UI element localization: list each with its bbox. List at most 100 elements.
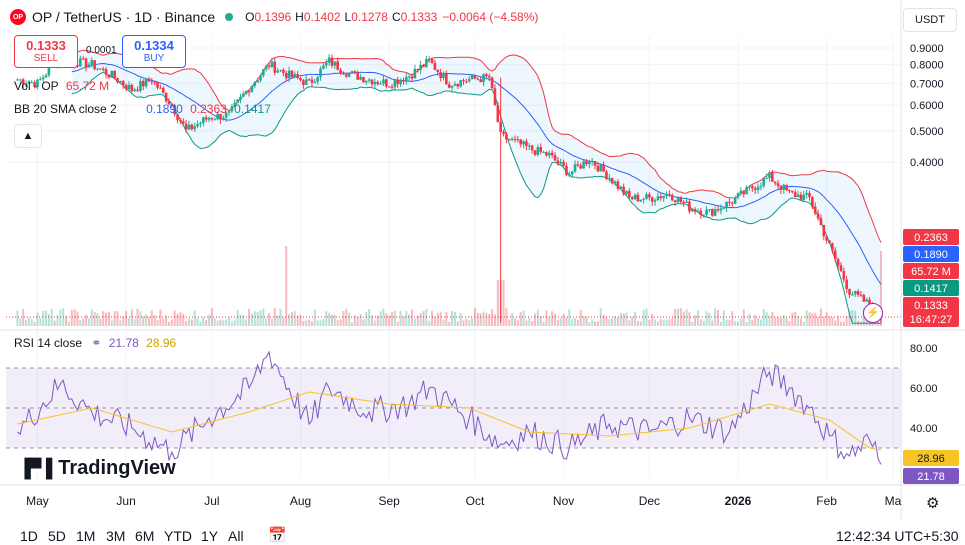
candle	[702, 214, 705, 218]
volume-bar	[768, 315, 771, 326]
candle-body	[788, 190, 791, 192]
candle	[836, 257, 840, 270]
candle-body	[184, 123, 188, 130]
candle-body	[336, 61, 339, 70]
candle-body	[805, 192, 808, 195]
candle-body	[736, 193, 740, 198]
op-logo-icon: OP	[10, 9, 26, 25]
candle	[811, 195, 814, 210]
bollinger-lower-badge-text: 0.1417	[914, 283, 948, 295]
candle	[479, 76, 482, 83]
volume-bar	[330, 315, 333, 326]
candle-body	[230, 106, 234, 112]
candle	[485, 72, 488, 78]
range-button-6m[interactable]: 6M	[135, 528, 155, 544]
volume-bar	[525, 320, 528, 326]
candle	[347, 72, 351, 78]
candle	[410, 73, 414, 82]
sell-button[interactable]: 0.1333 SELL	[14, 35, 78, 68]
candle	[685, 197, 688, 204]
candle-body	[339, 69, 342, 73]
volume-bar	[376, 315, 379, 326]
volume-legend[interactable]: Vol · OP 65.72 M	[14, 79, 109, 93]
candle	[782, 183, 786, 194]
volume-bar	[585, 316, 588, 326]
bollinger-lower-badge-box	[903, 280, 959, 296]
candle	[153, 81, 156, 86]
collapse-legend-button[interactable]: ▲	[14, 124, 42, 148]
candle	[253, 81, 257, 89]
currency-button[interactable]: USDT	[903, 8, 957, 32]
open-value: 0.1396	[254, 10, 292, 24]
candle-body	[602, 164, 605, 172]
candle	[819, 214, 823, 226]
candle-body	[239, 96, 242, 100]
volume-bar	[654, 319, 657, 326]
volume-bar	[22, 308, 25, 326]
volume-bar	[574, 318, 577, 326]
candle-body	[279, 70, 282, 72]
volume-bar	[262, 308, 265, 326]
range-button-5d[interactable]: 5D	[48, 528, 66, 544]
candle	[364, 80, 368, 85]
rsi-lines	[17, 350, 882, 465]
candle	[110, 70, 114, 78]
candle-body	[476, 78, 480, 80]
volume-bar	[511, 312, 514, 326]
candle-body	[390, 86, 394, 88]
buy-button[interactable]: 0.1334 BUY	[122, 35, 186, 68]
candle	[402, 77, 405, 85]
symbol-title[interactable]: OP / TetherUS · 1D · Binance	[32, 9, 216, 25]
bollinger-lower-badge: 0.1417	[903, 280, 959, 296]
candle	[299, 76, 302, 82]
volume-bar	[837, 315, 840, 326]
volume-bar	[399, 311, 402, 326]
volume-bar	[562, 313, 565, 326]
volume-bar	[639, 321, 642, 326]
candle-body	[708, 209, 711, 211]
volume-bar	[19, 318, 22, 326]
candle	[445, 70, 448, 85]
candle	[319, 66, 322, 81]
candle-body	[470, 75, 474, 80]
candle	[244, 90, 248, 95]
candle-body	[828, 240, 831, 244]
candle-body	[519, 139, 522, 145]
candle	[753, 186, 757, 194]
range-button-1y[interactable]: 1Y	[201, 528, 219, 544]
candle-body	[462, 80, 465, 82]
rsi-legend[interactable]: RSI 14 close ⚭ 21.78 28.96	[14, 336, 176, 350]
candle-body	[799, 194, 803, 200]
candles[interactable]	[6, 51, 901, 323]
volume-bar	[822, 316, 825, 326]
candle	[673, 199, 677, 206]
gear-icon[interactable]: ⚙	[926, 495, 940, 512]
candle	[450, 85, 454, 92]
candle-body	[382, 79, 385, 84]
bollinger-legend[interactable]: BB 20 SMA close 2 0.1890 0.2363 0.1417	[14, 102, 271, 116]
lightning-icon[interactable]: ⚡	[863, 303, 883, 323]
volume-bar	[242, 314, 245, 326]
range-button-1d[interactable]: 1D	[20, 528, 38, 544]
calendar-icon[interactable]: 📅	[268, 527, 287, 544]
range-button-3m[interactable]: 3M	[106, 528, 126, 544]
volume-bar	[428, 320, 431, 326]
candle	[693, 207, 697, 215]
volume-bar	[339, 319, 342, 326]
candle	[839, 262, 843, 273]
candle-body	[542, 151, 545, 153]
candle	[756, 183, 760, 194]
candle	[90, 57, 94, 68]
range-button-1m[interactable]: 1M	[76, 528, 96, 544]
candle-body	[193, 126, 197, 130]
range-button-ytd[interactable]: YTD	[164, 528, 192, 544]
range-button-all[interactable]: All	[228, 528, 244, 544]
volume-bar	[782, 315, 785, 326]
candle-body	[364, 80, 368, 83]
volume-bar	[479, 313, 482, 326]
candle-body	[550, 152, 554, 156]
volume-bar	[116, 311, 119, 326]
candle	[493, 84, 497, 106]
candle-body	[33, 82, 36, 88]
